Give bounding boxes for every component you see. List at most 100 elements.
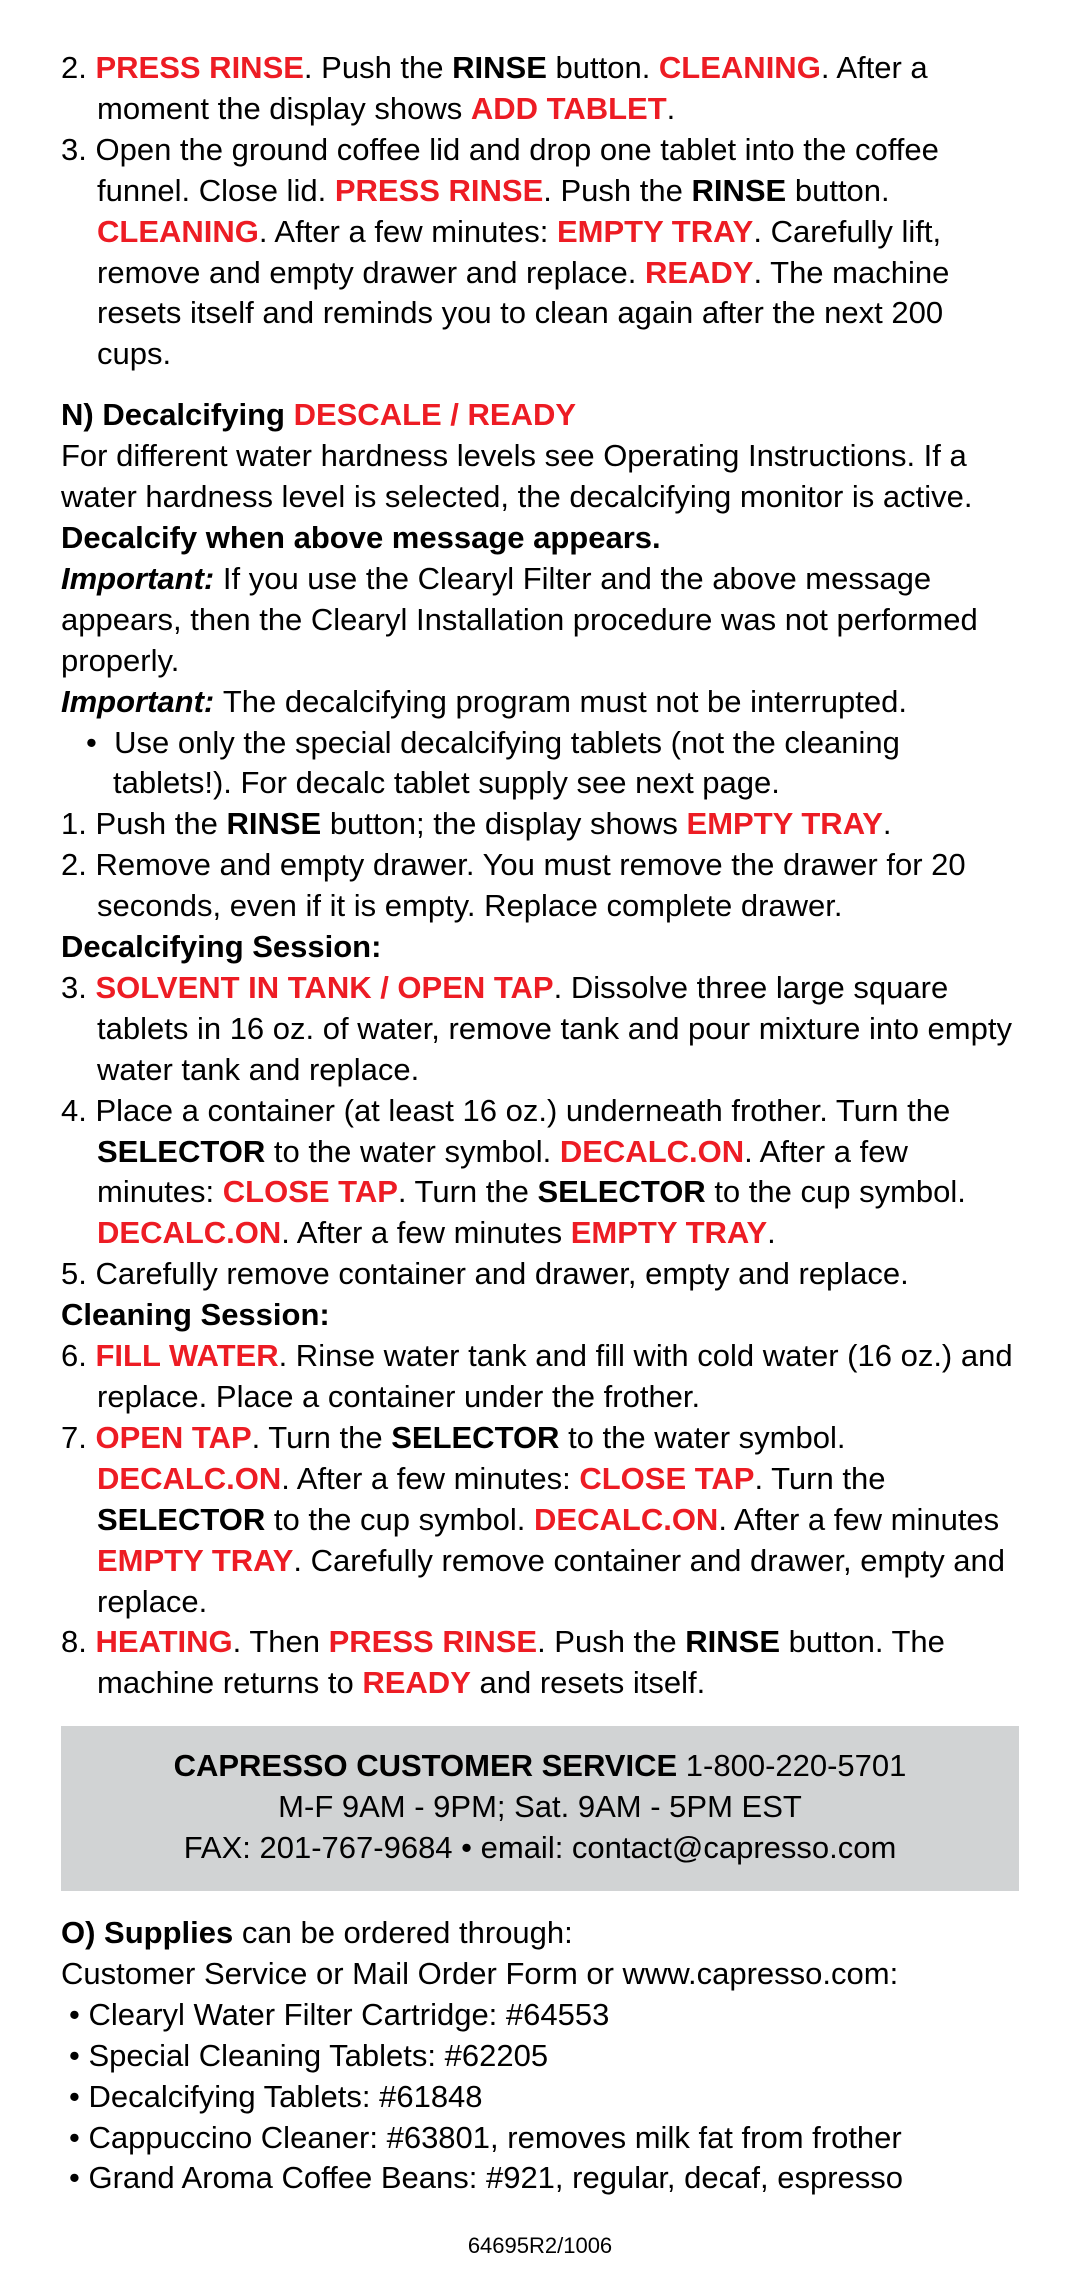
decalc-on-label: DECALC.ON	[97, 1461, 281, 1496]
step-2: 2. PRESS RINSE. Push the RINSE button. C…	[61, 48, 1019, 130]
text: . Push the	[537, 1624, 685, 1659]
important-1: Important: If you use the Clearyl Filter…	[61, 559, 1019, 682]
supply-clearyl-filter: • Clearyl Water Filter Cartridge: #64553	[61, 1995, 1019, 2036]
empty-tray-label: EMPTY TRAY	[687, 806, 883, 841]
n-step-6: 6. FILL WATER. Rinse water tank and fill…	[61, 1336, 1019, 1418]
rinse-label: RINSE	[685, 1624, 780, 1659]
text: to the water symbol.	[265, 1134, 560, 1169]
step-num: 5.	[61, 1256, 95, 1291]
add-tablet-label: ADD TABLET	[471, 91, 667, 126]
service-phone: 1-800-220-5701	[686, 1748, 907, 1783]
important-label: Important:	[61, 684, 223, 719]
text: .	[767, 1215, 776, 1250]
selector-label: SELECTOR	[97, 1134, 265, 1169]
supply-decalc-tablets: • Decalcifying Tablets: #61848	[61, 2077, 1019, 2118]
ready-label: READY	[645, 255, 754, 290]
text: Push the	[95, 806, 226, 841]
step-3: 3. Open the ground coffee lid and drop o…	[61, 130, 1019, 375]
close-tap-label: CLOSE TAP	[579, 1461, 754, 1496]
decalc-on-label: DECALC.ON	[534, 1502, 718, 1537]
decalc-on-label: DECALC.ON	[97, 1215, 281, 1250]
solvent-label: SOLVENT IN TANK / OPEN TAP	[95, 970, 553, 1005]
customer-service-box: CAPRESSO CUSTOMER SERVICE 1-800-220-5701…	[61, 1726, 1019, 1891]
text: For different water hardness levels see …	[61, 438, 973, 514]
manual-page: 2. PRESS RINSE. Push the RINSE button. C…	[0, 0, 1080, 2295]
rinse-label: RINSE	[226, 806, 321, 841]
step-num: 2.	[61, 50, 95, 85]
text: . Then	[233, 1624, 329, 1659]
ready-label: READY	[362, 1665, 471, 1700]
step-num: 3.	[61, 132, 95, 167]
section-n-heading: N) Decalcifying DESCALE / READY	[61, 395, 1019, 436]
empty-tray-label: EMPTY TRAY	[571, 1215, 767, 1250]
bullet: •	[86, 725, 114, 760]
press-rinse-label: PRESS RINSE	[335, 173, 543, 208]
supply-coffee-beans: • Grand Aroma Coffee Beans: #921, regula…	[61, 2158, 1019, 2199]
step-num: 1.	[61, 806, 95, 841]
rinse-label: RINSE	[452, 50, 547, 85]
text: can be ordered through:	[242, 1915, 573, 1950]
o-heading-line: O) Supplies can be ordered through:	[61, 1913, 1019, 1954]
cleaning-label: CLEANING	[97, 214, 259, 249]
heading-prefix: N) Decalcifying	[61, 397, 294, 432]
selector-label: SELECTOR	[537, 1174, 705, 1209]
text: .	[667, 91, 676, 126]
o-order-through: Customer Service or Mail Order Form or w…	[61, 1954, 1019, 1995]
service-fax-email: FAX: 201-767-9684 • email: contact@capre…	[71, 1828, 1009, 1869]
n-step-4: 4. Place a container (at least 16 oz.) u…	[61, 1091, 1019, 1255]
text: button; the display shows	[321, 806, 686, 841]
text: to the cup symbol.	[706, 1174, 966, 1209]
service-hours: M-F 9AM - 9PM; Sat. 9AM - 5PM EST	[71, 1787, 1009, 1828]
n-step-1: 1. Push the RINSE button; the display sh…	[61, 804, 1019, 845]
text: . Push the	[304, 50, 452, 85]
bold-text: Decalcify when above message appears.	[61, 520, 661, 555]
text: . Turn the	[398, 1174, 538, 1209]
text: button.	[786, 173, 889, 208]
fill-water-label: FILL WATER	[95, 1338, 278, 1373]
n-step-3: 3. SOLVENT IN TANK / OPEN TAP. Dissolve …	[61, 968, 1019, 1091]
section-n-decalcifying: N) Decalcifying DESCALE / READY For diff…	[61, 395, 1019, 1704]
cleaning-session-heading: Cleaning Session:	[61, 1295, 1019, 1336]
document-footer: 64695R2/1006	[61, 2231, 1019, 2260]
text: and resets itself.	[471, 1665, 705, 1700]
close-tap-label: CLOSE TAP	[223, 1174, 398, 1209]
step-num: 7.	[61, 1420, 95, 1455]
n-step-5: 5. Carefully remove container and drawer…	[61, 1254, 1019, 1295]
text: . Push the	[543, 173, 691, 208]
n-step-7: 7. OPEN TAP. Turn the SELECTOR to the wa…	[61, 1418, 1019, 1623]
text: . Turn the	[754, 1461, 885, 1496]
text: .	[883, 806, 892, 841]
text: . After a few minutes:	[281, 1461, 579, 1496]
supply-cleaning-tablets: • Special Cleaning Tablets: #62205	[61, 2036, 1019, 2077]
text: . After a few minutes	[281, 1215, 570, 1250]
cleaning-label: CLEANING	[659, 50, 821, 85]
text: Place a container (at least 16 oz.) unde…	[95, 1093, 950, 1128]
selector-label: SELECTOR	[97, 1502, 265, 1537]
important-label: Important:	[61, 561, 223, 596]
open-tap-label: OPEN TAP	[95, 1420, 251, 1455]
n-step-8: 8. HEATING. Then PRESS RINSE. Push the R…	[61, 1622, 1019, 1704]
service-line-1: CAPRESSO CUSTOMER SERVICE 1-800-220-5701	[71, 1746, 1009, 1787]
bullet-decalc-tablets: • Use only the special decalcifying tabl…	[61, 723, 1019, 805]
text: to the cup symbol.	[265, 1502, 534, 1537]
rinse-label: RINSE	[691, 173, 786, 208]
step-num: 4.	[61, 1093, 95, 1128]
text: Remove and empty drawer. You must remove…	[95, 847, 965, 923]
supply-cappuccino-cleaner: • Cappuccino Cleaner: #63801, removes mi…	[61, 2118, 1019, 2159]
heating-label: HEATING	[95, 1624, 232, 1659]
text: button.	[547, 50, 659, 85]
press-rinse-label: PRESS RINSE	[95, 50, 303, 85]
press-rinse-label: PRESS RINSE	[329, 1624, 537, 1659]
step-num: 2.	[61, 847, 95, 882]
text: The decalcifying program must not be int…	[223, 684, 907, 719]
decalc-session-heading: Decalcifying Session:	[61, 927, 1019, 968]
text: . After a few minutes:	[259, 214, 557, 249]
service-title: CAPRESSO CUSTOMER SERVICE	[174, 1748, 686, 1783]
text: Carefully remove container and drawer, e…	[95, 1256, 908, 1291]
empty-tray-label: EMPTY TRAY	[97, 1543, 293, 1578]
heading-red: DESCALE / READY	[294, 397, 576, 432]
important-2: Important: The decalcifying program must…	[61, 682, 1019, 723]
n-step-2: 2. Remove and empty drawer. You must rem…	[61, 845, 1019, 927]
text: Use only the special decalcifying tablet…	[113, 725, 900, 801]
n-intro: For different water hardness levels see …	[61, 436, 1019, 559]
